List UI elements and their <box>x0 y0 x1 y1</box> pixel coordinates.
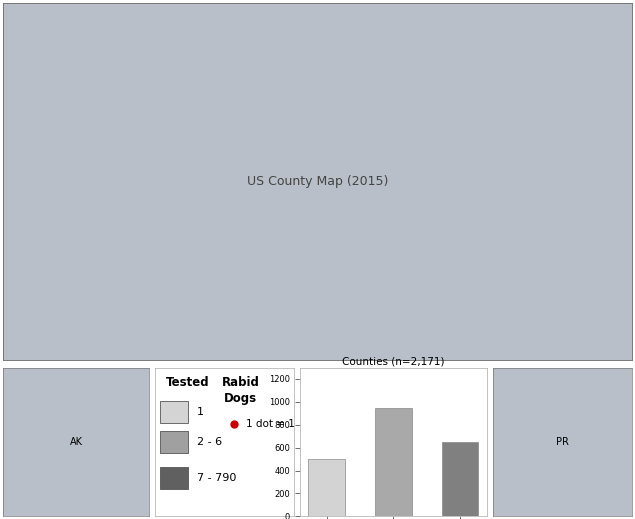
Text: 2 - 6: 2 - 6 <box>197 437 222 447</box>
Bar <box>442 442 479 516</box>
FancyBboxPatch shape <box>161 431 188 453</box>
Text: Rabid
Dogs: Rabid Dogs <box>222 376 260 405</box>
Title: Counties (n=2,171): Counties (n=2,171) <box>342 357 444 367</box>
FancyBboxPatch shape <box>161 467 188 489</box>
Text: 1 dot = 1: 1 dot = 1 <box>246 419 295 429</box>
Text: 1: 1 <box>197 407 204 417</box>
Text: 7 - 790: 7 - 790 <box>197 473 236 483</box>
Bar <box>375 407 411 516</box>
Bar <box>308 459 345 516</box>
FancyBboxPatch shape <box>161 401 188 424</box>
Text: PR: PR <box>556 437 569 447</box>
Text: Tested: Tested <box>166 376 210 389</box>
Text: US County Map (2015): US County Map (2015) <box>247 175 388 188</box>
Text: AK: AK <box>69 437 83 447</box>
